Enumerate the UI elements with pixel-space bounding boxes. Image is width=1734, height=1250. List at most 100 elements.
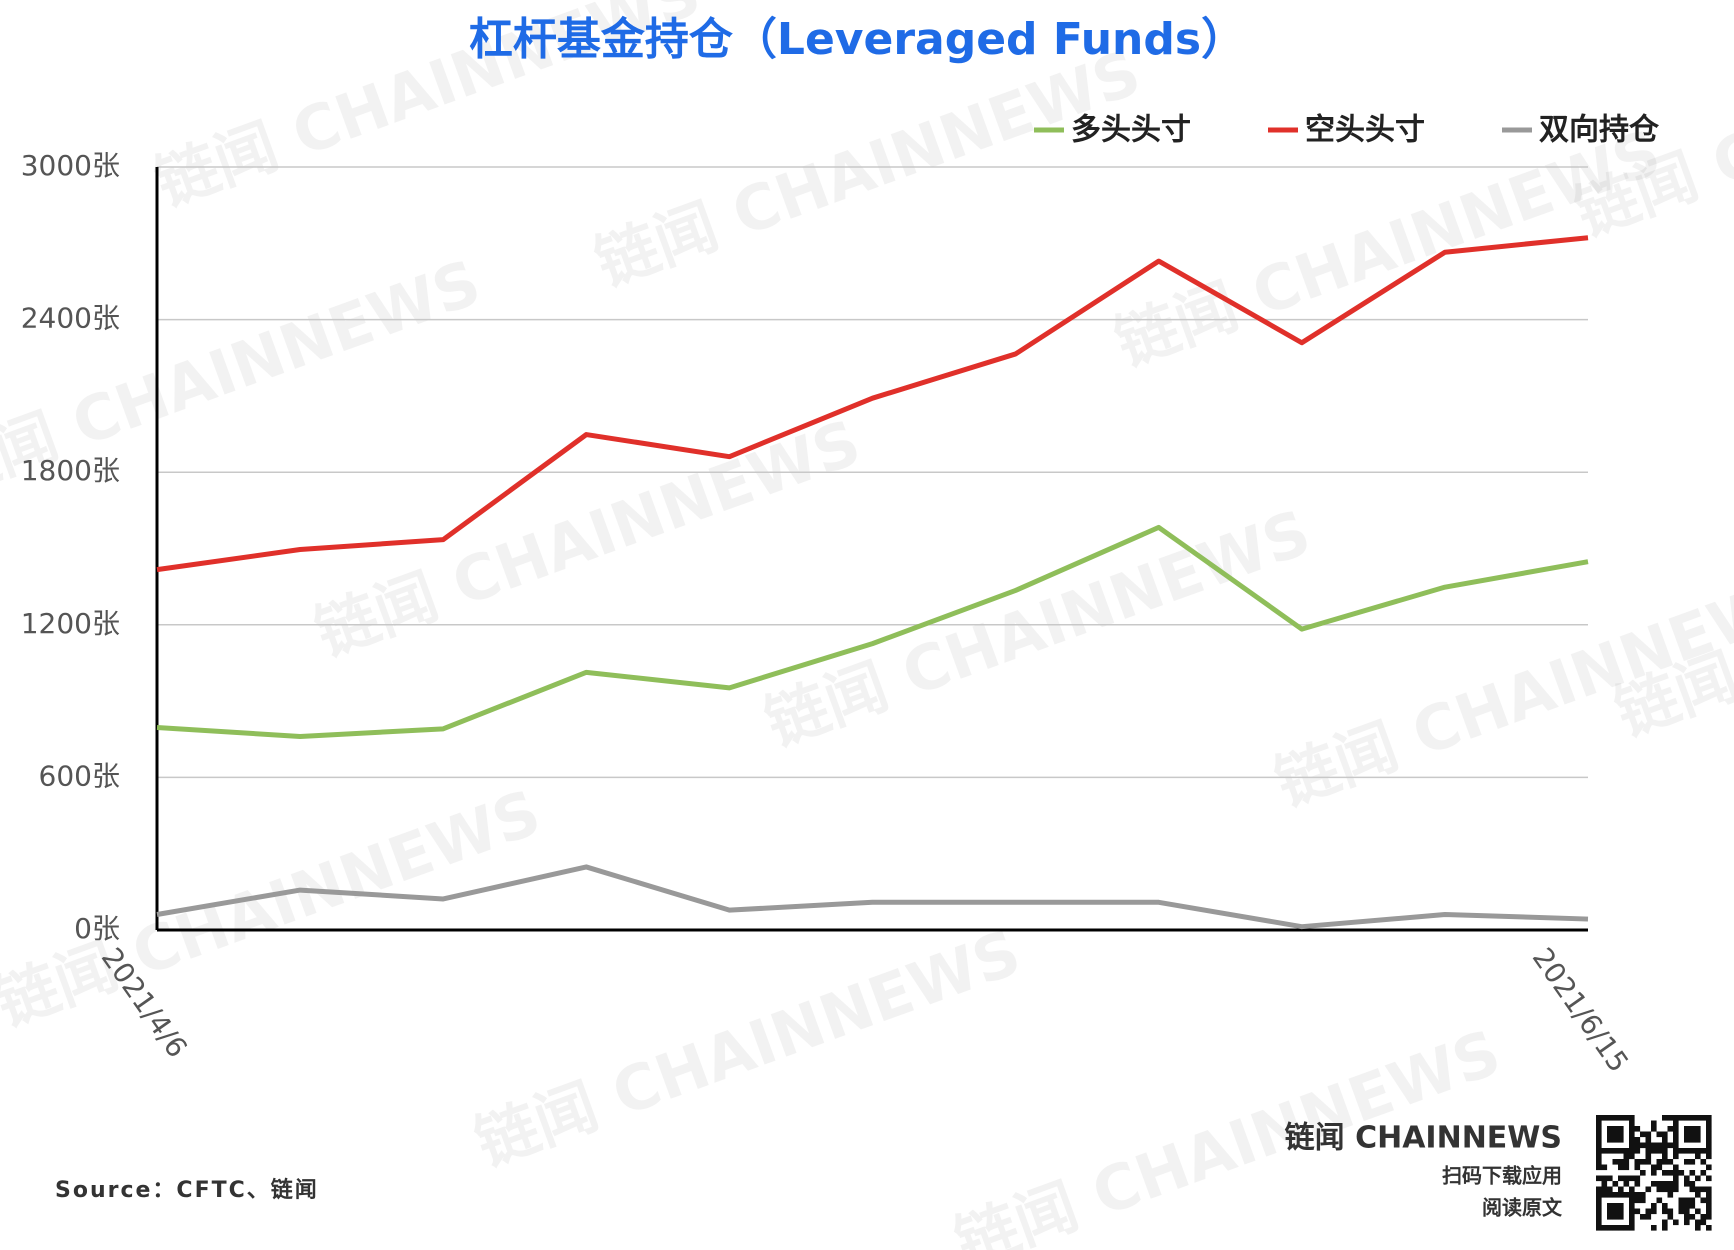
qr-cell xyxy=(1607,1214,1613,1220)
qr-cell xyxy=(1684,1208,1690,1215)
qr-cell xyxy=(1607,1137,1613,1143)
qr-cell xyxy=(1596,1225,1602,1231)
qr-cell xyxy=(1706,1115,1712,1121)
qr-cell xyxy=(1629,1208,1635,1215)
legend-label: 双向持仓 xyxy=(1539,113,1660,148)
qr-cell xyxy=(1706,1214,1712,1220)
qr-cell xyxy=(1623,1164,1630,1171)
qr-cell xyxy=(1645,1186,1652,1193)
qr-cell xyxy=(1618,1186,1624,1193)
qr-cell xyxy=(1700,1214,1707,1220)
qr-cell xyxy=(1678,1203,1685,1209)
qr-cell xyxy=(1601,1225,1608,1231)
qr-cell xyxy=(1656,1181,1663,1187)
qr-cell xyxy=(1612,1181,1619,1187)
qr-cell xyxy=(1607,1115,1613,1121)
qr-cell xyxy=(1706,1164,1712,1171)
qr-cell xyxy=(1640,1131,1646,1138)
qr-cell xyxy=(1651,1181,1657,1187)
qr-cell xyxy=(1596,1148,1602,1154)
qr-cell xyxy=(1596,1126,1602,1132)
qr-cell xyxy=(1651,1170,1657,1176)
qr-cell xyxy=(1596,1120,1602,1127)
qr-cell xyxy=(1689,1181,1696,1187)
qr-cell xyxy=(1607,1175,1613,1182)
qr-cell xyxy=(1612,1159,1619,1165)
qr-cell xyxy=(1662,1186,1668,1193)
qr-cell xyxy=(1596,1192,1602,1198)
qr-cell xyxy=(1601,1181,1608,1187)
qr-cell xyxy=(1662,1159,1668,1165)
qr-cell xyxy=(1662,1219,1668,1226)
qr-cell xyxy=(1596,1159,1602,1165)
qr-cell xyxy=(1601,1192,1608,1198)
qr-cell xyxy=(1656,1131,1663,1138)
qr-cell xyxy=(1667,1126,1674,1132)
qr-cell xyxy=(1678,1170,1685,1176)
qr-cell xyxy=(1689,1186,1696,1193)
qr-cell xyxy=(1700,1170,1707,1176)
qr-cell xyxy=(1596,1208,1602,1215)
qr-cell xyxy=(1684,1159,1690,1165)
qr-cell xyxy=(1684,1203,1690,1209)
qr-cell xyxy=(1651,1126,1657,1132)
qr-cell xyxy=(1678,1115,1685,1121)
qr-cell xyxy=(1607,1208,1613,1215)
qr-cell xyxy=(1618,1148,1624,1154)
qr-cell xyxy=(1634,1175,1641,1182)
qr-cell xyxy=(1667,1170,1674,1176)
qr-cell xyxy=(1634,1137,1641,1143)
y-tick-label: 1800张 xyxy=(21,454,120,487)
qr-cell xyxy=(1618,1208,1624,1215)
qr-cell xyxy=(1612,1148,1619,1154)
qr-cell xyxy=(1689,1197,1696,1204)
qr-cell xyxy=(1662,1170,1668,1176)
qr-cell xyxy=(1706,1186,1712,1193)
qr-cell xyxy=(1618,1175,1624,1182)
qr-cell xyxy=(1645,1142,1652,1149)
qr-cell xyxy=(1623,1148,1630,1154)
qr-cell xyxy=(1623,1159,1630,1165)
qr-cell xyxy=(1623,1153,1630,1160)
qr-cell xyxy=(1662,1208,1668,1215)
qr-cell xyxy=(1651,1164,1657,1171)
qr-cell xyxy=(1673,1120,1679,1127)
qr-cell xyxy=(1623,1115,1630,1121)
qr-cell xyxy=(1684,1137,1690,1143)
qr-cell xyxy=(1618,1126,1624,1132)
qr-cell xyxy=(1618,1137,1624,1143)
qr-cell xyxy=(1662,1131,1668,1138)
qr-cell xyxy=(1634,1142,1641,1149)
qr-cell xyxy=(1662,1148,1668,1154)
qr-cell xyxy=(1689,1214,1696,1220)
qr-cell xyxy=(1673,1181,1679,1187)
qr-cell xyxy=(1684,1115,1690,1121)
qr-cell xyxy=(1596,1164,1602,1171)
qr-cell xyxy=(1700,1197,1707,1204)
qr-cell xyxy=(1607,1186,1613,1193)
qr-cell xyxy=(1601,1175,1608,1182)
qr-cell xyxy=(1673,1137,1679,1143)
qr-cell xyxy=(1629,1175,1635,1182)
qr-cell xyxy=(1684,1126,1690,1132)
qr-cell xyxy=(1695,1175,1701,1182)
qr-cell xyxy=(1695,1153,1701,1160)
qr-cell xyxy=(1678,1208,1685,1215)
qr-cell xyxy=(1645,1159,1652,1165)
y-tick-label: 3000张 xyxy=(21,149,120,182)
qr-cell xyxy=(1634,1197,1641,1204)
qr-cell xyxy=(1618,1192,1624,1198)
qr-cell xyxy=(1684,1181,1690,1187)
qr-cell xyxy=(1667,1208,1674,1215)
qr-cell xyxy=(1618,1164,1624,1171)
qr-cell xyxy=(1667,1115,1674,1121)
qr-cell xyxy=(1700,1219,1707,1226)
qr-cell xyxy=(1667,1192,1674,1198)
qr-cell xyxy=(1706,1142,1712,1149)
qr-cell xyxy=(1662,1225,1668,1231)
qr-cell xyxy=(1651,1148,1657,1154)
qr-cell xyxy=(1667,1142,1674,1149)
qr-cell xyxy=(1640,1142,1646,1149)
